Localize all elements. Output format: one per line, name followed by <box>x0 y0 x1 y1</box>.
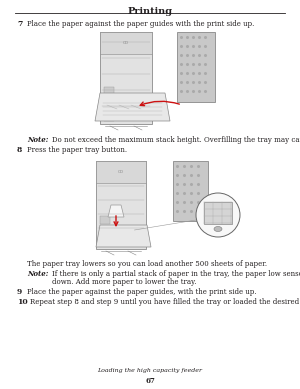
Circle shape <box>196 193 240 237</box>
Text: CD: CD <box>118 170 124 174</box>
Polygon shape <box>108 205 124 217</box>
Bar <box>100 32 152 124</box>
Text: Printing: Printing <box>128 7 172 16</box>
Polygon shape <box>96 225 151 247</box>
Text: Press the paper tray button.: Press the paper tray button. <box>27 146 127 154</box>
Bar <box>96 161 146 183</box>
Text: CD: CD <box>123 41 129 45</box>
Text: Loading the high capacity feeder: Loading the high capacity feeder <box>98 368 202 373</box>
Ellipse shape <box>214 226 222 231</box>
Text: If there is only a partial stack of paper in the tray, the paper low sensor will: If there is only a partial stack of pape… <box>52 270 300 278</box>
Text: The paper tray lowers so you can load another 500 sheets of paper.: The paper tray lowers so you can load an… <box>27 260 267 268</box>
Polygon shape <box>95 93 170 121</box>
Bar <box>204 202 232 224</box>
Bar <box>100 32 152 54</box>
Bar <box>100 230 110 238</box>
Text: 67: 67 <box>145 377 155 385</box>
Text: Repeat step 8 and step 9 until you have filled the tray or loaded the desired qu: Repeat step 8 and step 9 until you have … <box>30 298 300 306</box>
Text: Note:: Note: <box>27 270 48 278</box>
Text: down. Add more paper to lower the tray.: down. Add more paper to lower the tray. <box>52 278 197 286</box>
Text: 9: 9 <box>17 288 22 296</box>
Bar <box>100 216 110 224</box>
Bar <box>177 32 215 102</box>
Text: Place the paper against the paper guides, with the print side up.: Place the paper against the paper guides… <box>27 288 256 296</box>
Text: 10: 10 <box>17 298 28 306</box>
Text: Do not exceed the maximum stack height. Overfilling the tray may cause paper jam: Do not exceed the maximum stack height. … <box>52 136 300 144</box>
Bar <box>104 100 114 108</box>
Bar <box>96 161 146 249</box>
Text: Note:: Note: <box>27 136 48 144</box>
Text: Place the paper against the paper guides with the print side up.: Place the paper against the paper guides… <box>27 20 254 28</box>
Bar <box>104 113 114 121</box>
Bar <box>104 87 114 95</box>
Text: 8: 8 <box>17 146 22 154</box>
Text: 7: 7 <box>17 20 22 28</box>
Bar <box>173 161 208 221</box>
